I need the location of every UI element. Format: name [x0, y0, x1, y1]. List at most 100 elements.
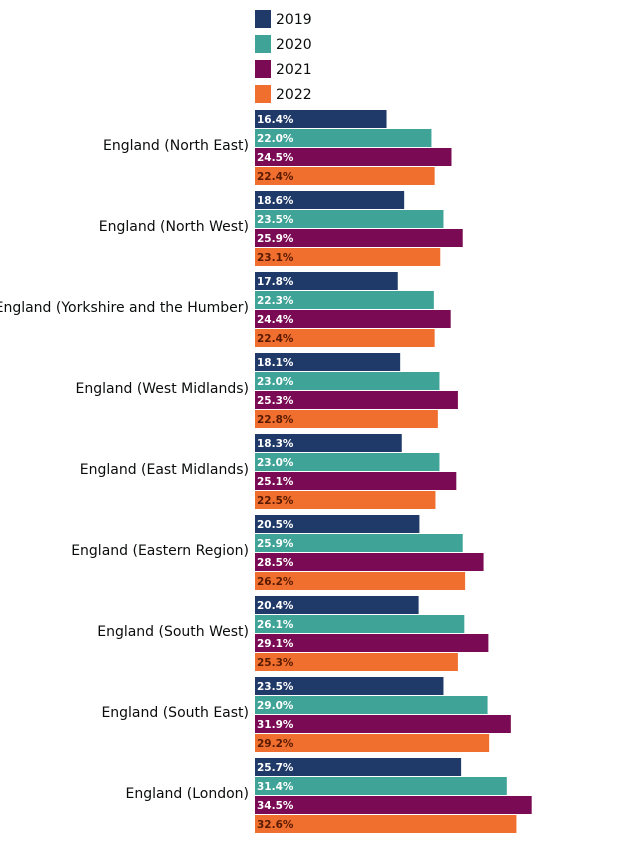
- category-group: England (West Midlands) 18.1% 23.0% 25.3% 22…: [76, 353, 458, 428]
- bar-2019: [255, 677, 444, 695]
- bar-value-label: 25.9%: [257, 233, 294, 245]
- legend-swatch-2021: [255, 60, 271, 78]
- bar-value-label: 17.8%: [257, 276, 294, 288]
- bar-value-label: 20.4%: [257, 600, 294, 612]
- category-group: England (Yorkshire and the Humber) 17.8% 2…: [0, 272, 451, 347]
- bar-2020: [255, 453, 440, 471]
- category-label: England (North East): [103, 138, 249, 154]
- category-group: England (London) 25.7% 31.4% 34.5% 32.6%: [125, 758, 532, 833]
- bar-2020: [255, 129, 432, 147]
- bar-2022: [255, 167, 435, 185]
- bar-2019: [255, 758, 462, 776]
- bar-value-label: 23.5%: [257, 681, 294, 693]
- bar-value-label: 23.1%: [257, 252, 294, 264]
- bar-value-label: 25.9%: [257, 538, 294, 550]
- legend-swatch-2020: [255, 35, 271, 53]
- bar-2021: [255, 148, 452, 166]
- bar-2022: [255, 329, 435, 347]
- category-group: England (East Midlands) 18.3% 23.0% 25.1% 22…: [80, 434, 457, 509]
- bar-2020: [255, 696, 488, 714]
- bar-2021: [255, 310, 451, 328]
- bar-2021: [255, 553, 484, 571]
- bar-value-label: 28.5%: [257, 557, 294, 569]
- bar-2019: [255, 110, 387, 128]
- category-group: England (North West) 18.6% 23.5% 25.9% 23.1%: [99, 191, 463, 266]
- category-label: England (London): [125, 786, 249, 802]
- bar-value-label: 29.1%: [257, 638, 294, 650]
- bar-2021: [255, 472, 457, 490]
- bar-value-label: 32.6%: [257, 819, 294, 831]
- bar-value-label: 25.1%: [257, 476, 294, 488]
- bar-2020: [255, 777, 507, 795]
- category-group: England (North East) 16.4% 22.0% 24.5% 22.4%: [103, 110, 452, 185]
- bar-2020: [255, 615, 465, 633]
- bar-2022: [255, 572, 466, 590]
- bar-value-label: 26.2%: [257, 576, 294, 588]
- bar-value-label: 16.4%: [257, 114, 294, 126]
- bar-2019: [255, 515, 420, 533]
- category-label: England (South West): [97, 624, 249, 640]
- plot-area: England (North East) 16.4% 22.0% 24.5% 22.4%…: [0, 110, 532, 833]
- bar-2022: [255, 815, 517, 833]
- bar-value-label: 23.0%: [257, 457, 294, 469]
- bar-value-label: 31.9%: [257, 719, 294, 731]
- bar-2022: [255, 491, 436, 509]
- bar-value-label: 29.2%: [257, 738, 294, 750]
- bar-value-label: 18.1%: [257, 357, 294, 369]
- bar-2019: [255, 191, 405, 209]
- bar-value-label: 18.3%: [257, 438, 294, 450]
- bar-value-label: 23.5%: [257, 214, 294, 226]
- category-label: England (East Midlands): [80, 462, 249, 478]
- legend-label-2020: 2020: [276, 37, 312, 53]
- bar-value-label: 22.8%: [257, 414, 294, 426]
- bar-value-label: 25.3%: [257, 395, 294, 407]
- legend-swatch-2019: [255, 10, 271, 28]
- bar-2022: [255, 248, 441, 266]
- legend: 2019 2020 2021 2022: [255, 10, 312, 103]
- bar-2022: [255, 653, 458, 671]
- category-label: England (West Midlands): [76, 381, 249, 397]
- bar-value-label: 22.3%: [257, 295, 294, 307]
- bar-2021: [255, 796, 532, 814]
- bar-2022: [255, 410, 438, 428]
- legend-label-2021: 2021: [276, 62, 312, 78]
- bar-2019: [255, 272, 398, 290]
- bar-value-label: 22.0%: [257, 133, 294, 145]
- bar-2019: [255, 434, 402, 452]
- bar-value-label: 26.1%: [257, 619, 294, 631]
- bar-2021: [255, 229, 463, 247]
- bar-2022: [255, 734, 490, 752]
- bar-value-label: 22.4%: [257, 333, 294, 345]
- bar-value-label: 18.6%: [257, 195, 294, 207]
- legend-swatch-2022: [255, 85, 271, 103]
- bar-2020: [255, 372, 440, 390]
- bar-value-label: 25.3%: [257, 657, 294, 669]
- bar-2021: [255, 391, 458, 409]
- category-label: England (North West): [99, 219, 249, 235]
- bar-2020: [255, 291, 434, 309]
- bar-value-label: 25.7%: [257, 762, 294, 774]
- bar-2021: [255, 715, 511, 733]
- bar-value-label: 31.4%: [257, 781, 294, 793]
- bar-2021: [255, 634, 489, 652]
- category-label: England (South East): [101, 705, 249, 721]
- bar-value-label: 22.4%: [257, 171, 294, 183]
- category-group: England (South East) 23.5% 29.0% 31.9% 29.2%: [101, 677, 511, 752]
- bar-2020: [255, 534, 463, 552]
- category-label: England (Eastern Region): [71, 543, 249, 559]
- bar-value-label: 34.5%: [257, 800, 294, 812]
- bar-value-label: 29.0%: [257, 700, 294, 712]
- legend-label-2019: 2019: [276, 12, 312, 28]
- bar-value-label: 23.0%: [257, 376, 294, 388]
- category-group: England (Eastern Region) 20.5% 25.9% 28.5% 2…: [71, 515, 484, 590]
- category-group: England (South West) 20.4% 26.1% 29.1% 25.3%: [97, 596, 489, 671]
- bar-value-label: 22.5%: [257, 495, 294, 507]
- bar-value-label: 24.4%: [257, 314, 294, 326]
- bar-2019: [255, 353, 401, 371]
- bar-value-label: 24.5%: [257, 152, 294, 164]
- bar-2019: [255, 596, 419, 614]
- legend-label-2022: 2022: [276, 87, 312, 103]
- bar-value-label: 20.5%: [257, 519, 294, 531]
- category-label: England (Yorkshire and the Humber): [0, 300, 249, 316]
